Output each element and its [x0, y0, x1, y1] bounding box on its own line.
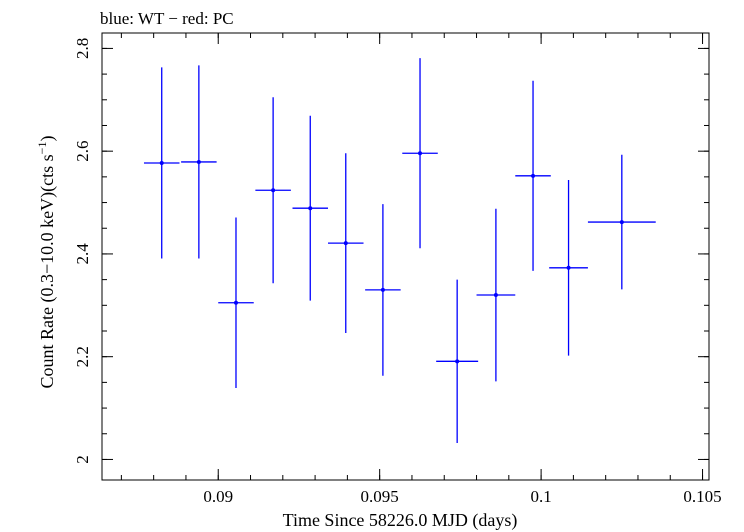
- point-marker: [493, 293, 498, 298]
- data-point: [292, 115, 329, 301]
- x-tick-label: 0.105: [683, 487, 721, 506]
- chart-title: blue: WT − red: PC: [100, 9, 234, 28]
- x-tick-label: 0.1: [530, 487, 551, 506]
- axis-ticks: [102, 33, 709, 480]
- y-tick-label: 2: [73, 455, 92, 464]
- x-axis-label: Time Since 58226.0 MJD (days): [283, 510, 518, 531]
- y-axis-label-end: ): [37, 136, 58, 142]
- data-point: [365, 204, 401, 376]
- data-point: [181, 65, 217, 259]
- data-point: [549, 179, 588, 356]
- point-marker: [455, 359, 460, 364]
- point-marker: [531, 173, 536, 178]
- data-series-wt: [143, 58, 656, 444]
- point-marker: [308, 206, 313, 211]
- y-tick-label: 2.8: [73, 38, 92, 59]
- data-point: [143, 67, 180, 259]
- data-point: [402, 58, 438, 249]
- point-marker: [233, 300, 238, 305]
- point-marker: [566, 265, 571, 270]
- y-tick-label: 2.2: [73, 346, 92, 367]
- y-axis-label-main: Count Rate (0.3−10.0 keV)(cts s: [37, 154, 58, 388]
- x-tick-label: 0.095: [361, 487, 399, 506]
- data-point: [515, 80, 551, 271]
- point-marker: [159, 160, 164, 165]
- y-axis-label-superscript: −1: [35, 142, 49, 155]
- data-point: [436, 279, 479, 444]
- point-marker: [619, 220, 624, 225]
- data-point: [476, 208, 516, 382]
- y-tick-label: 2.6: [73, 141, 92, 162]
- point-marker: [196, 159, 201, 164]
- plot-frame: [101, 32, 710, 481]
- axis-tick-labels: 0.09 0.095 0.1 0.105 2 2.2 2.4 2.6 2.8: [73, 38, 722, 506]
- point-marker: [418, 151, 423, 156]
- y-axis-label: Count Rate (0.3−10.0 keV)(cts s−1): [35, 136, 58, 389]
- x-tick-label: 0.09: [203, 487, 233, 506]
- data-point: [328, 153, 364, 334]
- data-point: [218, 217, 254, 389]
- point-marker: [343, 241, 348, 246]
- y-tick-label: 2.4: [73, 243, 92, 265]
- data-point: [255, 97, 291, 284]
- data-point: [587, 154, 656, 290]
- point-marker: [271, 188, 276, 193]
- point-marker: [380, 287, 385, 292]
